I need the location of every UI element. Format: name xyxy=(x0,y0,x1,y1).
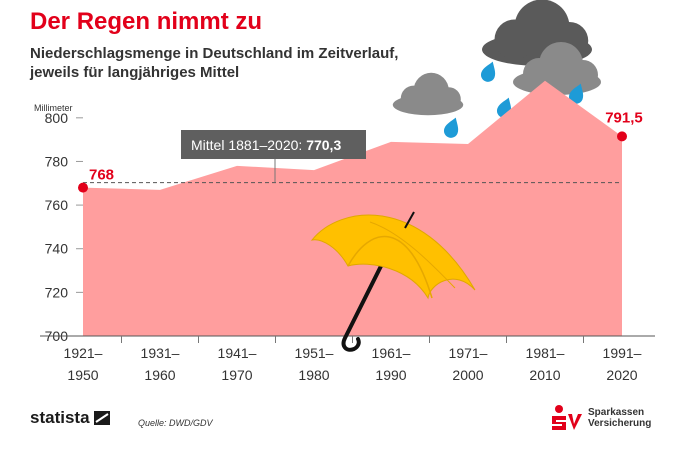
raindrop-icon xyxy=(568,83,584,104)
mean-callout-value: 770,3 xyxy=(306,137,341,153)
sparkasse-s-icon xyxy=(552,405,582,430)
source-note: Quelle: DWD/GDV xyxy=(138,418,213,428)
x-tick-label: 1931– 1960 xyxy=(141,345,180,383)
cloud-icon xyxy=(392,72,464,116)
x-tick-label: 1971– 2000 xyxy=(449,345,488,383)
last-point-marker xyxy=(617,131,627,142)
first-point-marker xyxy=(78,182,88,193)
chart-subtitle-line-1: Niederschlagsmenge in Deutschland im Zei… xyxy=(30,45,399,62)
sparkassen-versicherung-logo[interactable]: Sparkassen Versicherung xyxy=(548,404,651,432)
x-tick-label: 1941– 1970 xyxy=(218,345,257,383)
y-tick-label: 780 xyxy=(45,153,69,169)
y-tick-label: 740 xyxy=(45,241,69,257)
x-tick-label: 1961– 1990 xyxy=(372,345,411,383)
y-axis-label: Millimeter xyxy=(34,103,73,113)
precipitation-area xyxy=(83,80,622,337)
raindrop-icon xyxy=(480,61,496,82)
chart-subtitle-line-2: jeweils für langjähriges Mittel xyxy=(30,64,240,81)
y-tick-label: 720 xyxy=(45,284,69,300)
x-tick-label: 1981– 2010 xyxy=(526,345,565,383)
last-value-label: 791,5 xyxy=(605,109,643,126)
x-axis: 1921– 1950 1931– 1960 1941– 1970 1951– 1980 1961… xyxy=(40,335,655,383)
x-tick-label: 1991– 2020 xyxy=(603,345,642,383)
y-tick-label: 800 xyxy=(45,110,69,126)
mean-callout-label: Mittel 1881–2020: xyxy=(191,137,302,153)
first-value-label: 768 xyxy=(89,167,114,184)
y-tick-label: 760 xyxy=(45,197,69,213)
raindrop-icon xyxy=(443,117,459,138)
statista-logo[interactable]: statista xyxy=(30,408,110,428)
statista-wordmark: statista xyxy=(30,408,90,427)
x-tick-label: 1951– 1980 xyxy=(295,345,334,383)
chart-title: Der Regen nimmt zu xyxy=(30,8,263,35)
x-tick-label: 1921– 1950 xyxy=(64,345,103,383)
umbrella-icon xyxy=(310,211,476,352)
sparkasse-text: Sparkassen Versicherung xyxy=(588,407,651,429)
statista-mark-icon xyxy=(93,411,110,425)
mean-callout-box xyxy=(181,130,366,159)
sparkasse-line-2: Versicherung xyxy=(588,418,652,429)
mean-callout-text: Mittel 1881–2020: 770,3 xyxy=(191,137,341,153)
chart-subtitle: Niederschlagsmenge in Deutschland im Zei… xyxy=(30,44,460,82)
mean-callout: Mittel 1881–2020: 770,3 xyxy=(181,130,366,159)
sparkasse-line-1: Sparkassen xyxy=(588,407,645,418)
